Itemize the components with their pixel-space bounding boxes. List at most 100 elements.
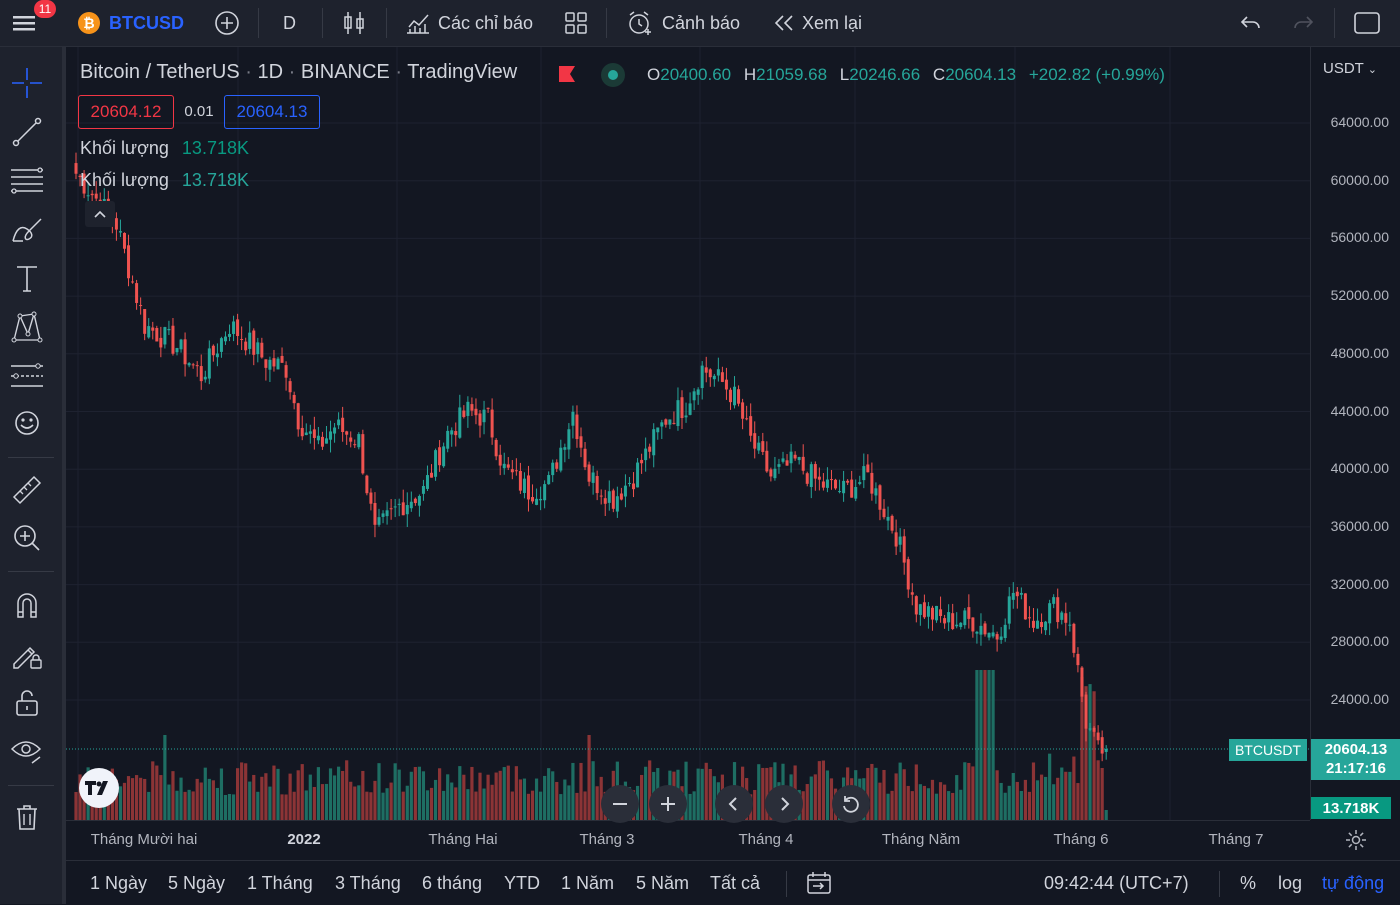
volume-bar: [183, 791, 187, 820]
collapse-legend-button[interactable]: [85, 201, 115, 227]
interval-button[interactable]: D: [283, 0, 296, 46]
time-axis[interactable]: Tháng Mười hai 2022 Tháng Hai Tháng 3 Th…: [66, 820, 1366, 861]
redo-button[interactable]: [1290, 0, 1316, 46]
measure-tool[interactable]: [9, 472, 45, 508]
undo-button[interactable]: [1238, 0, 1264, 46]
range-3m[interactable]: 3 Tháng: [335, 873, 401, 893]
candle-body: [438, 447, 442, 466]
candle-body: [466, 401, 470, 416]
prediction-tool[interactable]: [9, 358, 45, 394]
volume-bar: [357, 785, 361, 820]
percent-scale-toggle[interactable]: %: [1240, 873, 1257, 893]
candle-body: [547, 475, 551, 485]
currency-select[interactable]: USDT ⌄: [1323, 60, 1377, 77]
candle-body: [1011, 592, 1015, 600]
volume-bar: [385, 788, 389, 820]
icons-tool[interactable]: [9, 405, 45, 441]
candle-body: [882, 508, 886, 518]
text-tool[interactable]: [9, 260, 45, 296]
volume-bar: [898, 762, 902, 820]
candle-body: [987, 632, 991, 638]
volume-bar: [223, 794, 228, 820]
candle-body: [724, 379, 728, 390]
auto-scale-toggle[interactable]: tự động: [1322, 873, 1385, 893]
candle-body: [135, 283, 139, 303]
trend-line-tool[interactable]: [9, 114, 45, 150]
date-range-icon[interactable]: [806, 870, 832, 896]
chart-type-button[interactable]: [341, 0, 367, 46]
crosshair-tool[interactable]: [9, 65, 45, 101]
candle-body: [623, 485, 627, 497]
scroll-right-button[interactable]: [765, 785, 803, 823]
candle-body: [535, 498, 539, 505]
chart-pane[interactable]: Bitcoin / TetherUS · 1D · BINANCE · Trad…: [66, 47, 1310, 823]
fullscreen-button[interactable]: [1353, 0, 1381, 46]
volume-bar: [918, 784, 922, 820]
range-5d[interactable]: 5 Ngày: [168, 873, 226, 893]
volume-bar: [389, 782, 393, 820]
candle-body: [329, 431, 333, 440]
delete-tool[interactable]: [9, 799, 45, 835]
indicators-button[interactable]: Các chỉ báo: [404, 0, 533, 46]
magnet-tool[interactable]: [9, 587, 45, 623]
range-ytd[interactable]: YTD: [504, 873, 540, 893]
range-1y[interactable]: 1 Năm: [561, 873, 615, 893]
fib-tool[interactable]: [9, 162, 45, 198]
range-all[interactable]: Tất cả: [710, 873, 761, 893]
volume-value: 13.718K: [181, 138, 249, 158]
log-scale-toggle[interactable]: log: [1278, 873, 1303, 893]
volume-bar: [567, 785, 571, 820]
volume-bar: [494, 772, 498, 820]
alert-button[interactable]: Cảnh báo: [626, 0, 740, 46]
candle-body: [733, 386, 737, 406]
volume-legend-1[interactable]: Khối lượng 13.718K: [80, 138, 249, 159]
range-6m[interactable]: 6 tháng: [422, 873, 483, 893]
symbol-legend[interactable]: Bitcoin / TetherUS · 1D · BINANCE · Trad…: [80, 61, 518, 83]
volume-bar: [575, 792, 579, 820]
candle-body: [405, 505, 409, 515]
candlestick-chart[interactable]: [66, 47, 1310, 820]
volume-bar: [312, 786, 316, 820]
pencil-lock-icon: [13, 646, 42, 669]
replay-button[interactable]: Xem lại: [772, 0, 862, 46]
candle-body: [490, 409, 494, 438]
volume-bar: [462, 774, 466, 820]
volume-bar: [377, 763, 381, 820]
layouts-button[interactable]: [563, 0, 589, 46]
candle-body: [341, 417, 345, 433]
volume-bar: [252, 774, 256, 820]
lock-drawing-tool[interactable]: [9, 637, 45, 673]
candle-body: [753, 433, 757, 449]
visibility-tool[interactable]: [9, 733, 45, 769]
range-1m[interactable]: 1 Tháng: [247, 873, 313, 893]
ruler-icon: [12, 475, 42, 505]
range-1d[interactable]: 1 Ngày: [90, 873, 148, 893]
brush-tool[interactable]: [9, 211, 45, 247]
menu-button[interactable]: [10, 0, 40, 46]
reset-chart-button[interactable]: [832, 785, 870, 823]
zoom-in-button[interactable]: [649, 785, 687, 823]
flag-icon[interactable]: [557, 64, 577, 84]
volume-bar: [122, 782, 127, 820]
lock-all-tool[interactable]: [9, 685, 45, 721]
range-5y[interactable]: 5 Năm: [636, 873, 690, 893]
zoom-in-tool[interactable]: [9, 520, 45, 556]
buy-button[interactable]: 20604.13: [224, 95, 320, 129]
candle-body: [256, 342, 260, 355]
volume-bar: [187, 789, 191, 820]
symbol-search-button[interactable]: ₿ BTCUSD: [78, 0, 184, 46]
timezone-clock[interactable]: 09:42:44 (UTC+7): [1044, 873, 1189, 893]
compare-button[interactable]: [213, 0, 241, 46]
candle-body: [595, 476, 599, 494]
pattern-tool[interactable]: [9, 309, 45, 345]
zoom-out-button[interactable]: [601, 785, 639, 823]
sell-button[interactable]: 20604.12: [78, 95, 174, 129]
settings-gear-icon[interactable]: [1345, 829, 1367, 851]
candle-body: [191, 364, 195, 366]
candle-body: [430, 472, 434, 478]
scroll-left-button[interactable]: [715, 785, 753, 823]
volume-bar: [906, 785, 910, 820]
tradingview-logo[interactable]: [79, 768, 119, 808]
volume-legend-2[interactable]: Khối lượng 13.718K: [80, 170, 249, 191]
price-axis[interactable]: USDT ⌄ 64000.00 60000.00 56000.00 52000.00 4…: [1229, 47, 1400, 820]
